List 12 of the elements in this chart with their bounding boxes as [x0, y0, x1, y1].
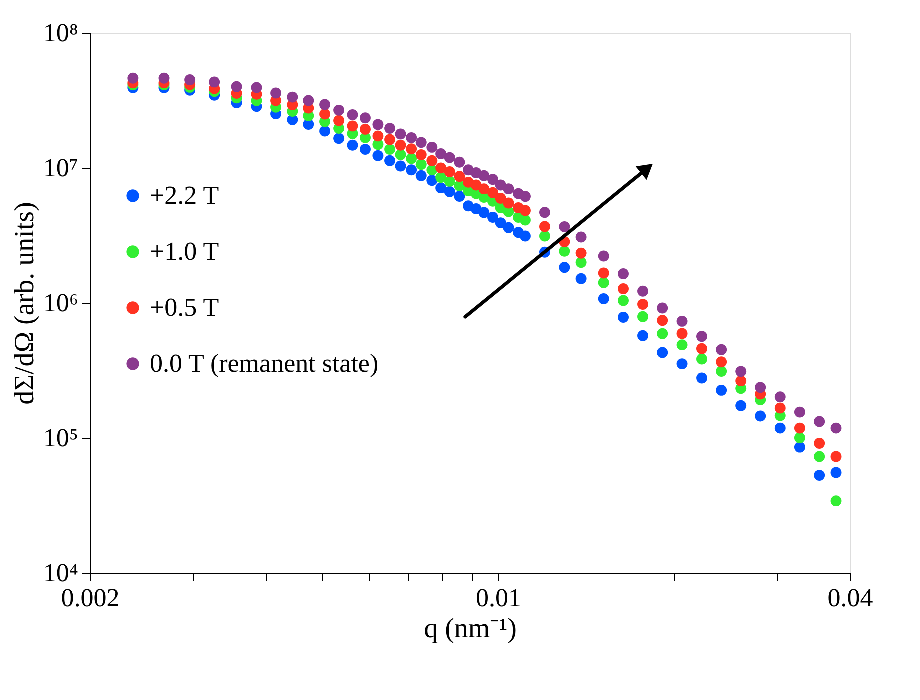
x-tick-label: 0.04 [828, 584, 874, 612]
y-tick-label: 10⁶ [43, 288, 78, 318]
x-tick-label: 0.01 [476, 584, 522, 612]
y-tick-label: 10⁵ [43, 424, 78, 452]
legend-label: +0.5 T [150, 293, 220, 322]
y-axis-title: dΣ/dΩ (arb. units) [9, 202, 40, 405]
y-tick-label: 10⁸ [43, 18, 78, 48]
legend-label: 0.0 T (remanent state) [150, 349, 379, 378]
y-tick-label: 10⁷ [43, 154, 78, 182]
legend-label: +1.0 T [150, 237, 220, 266]
legend-label: +2.2 T [150, 181, 220, 210]
x-axis-title: q (nm⁻¹) [424, 614, 517, 644]
